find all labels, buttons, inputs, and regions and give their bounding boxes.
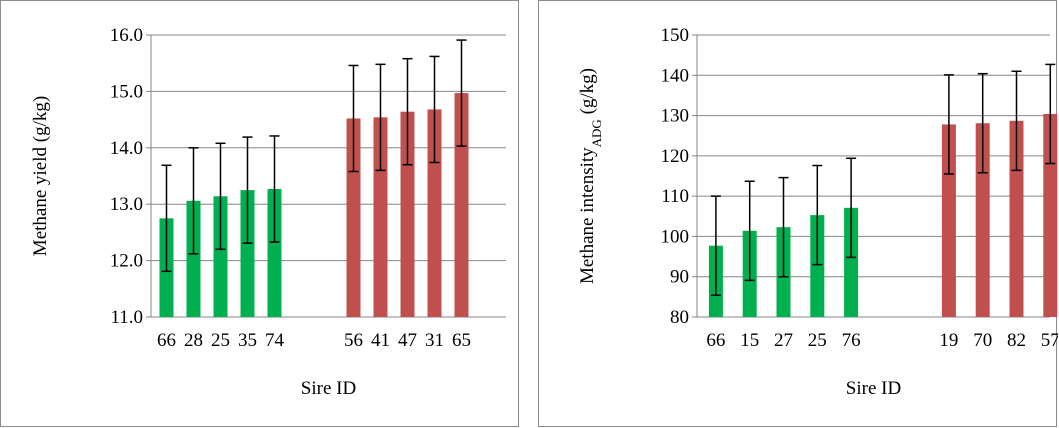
bar (427, 109, 442, 317)
y-tick-label: 110 (661, 186, 689, 207)
x-tick-label: 19 (939, 330, 958, 351)
x-tick-label: 57 (1041, 330, 1058, 351)
error-bar (402, 57, 413, 166)
error-bar (456, 39, 467, 147)
chart-panel-methane-yield: 11.0 12.0 13.0 14.0 15.0 16.0 66 28 25 35 74 56 41 47… (0, 0, 519, 427)
error-bar (375, 63, 386, 172)
error-bar (348, 64, 359, 173)
y-tick-label: 90 (670, 267, 689, 288)
error-bar (744, 180, 755, 282)
chart-panel-methane-intensity: 80 90 100 110 120 130 140 150 66 15 27 25 76 19 70 82 57… (538, 0, 1058, 427)
error-bar (943, 74, 954, 175)
bar (186, 200, 201, 317)
error-bar (188, 147, 199, 255)
bar (454, 93, 469, 317)
y-tick-label: 120 (661, 146, 690, 167)
error-bar (710, 195, 721, 296)
x-tick-label: 56 (344, 330, 363, 351)
methane-intensity-chart: 80 90 100 110 120 130 140 150 66 15 27 25 76 19 70 82 57… (577, 25, 1058, 399)
x-tick-label: 76 (842, 330, 861, 351)
error-bar (1045, 63, 1056, 165)
x-tick-label: 66 (706, 330, 725, 351)
bar (213, 196, 228, 317)
x-tick-label: 15 (740, 330, 759, 351)
y-tick-label: 130 (661, 106, 690, 127)
y-tick-label: 16.0 (110, 25, 143, 46)
error-bar (812, 164, 823, 266)
x-tick-label: 28 (184, 330, 203, 351)
error-bar (242, 136, 253, 244)
bar (346, 118, 361, 317)
bar (975, 123, 990, 318)
error-bar (778, 176, 789, 278)
x-axis-title: Sire ID (301, 378, 356, 399)
x-axis-title: Sire ID (846, 378, 901, 399)
error-bar (429, 55, 440, 164)
x-tick-label: 82 (1007, 330, 1026, 351)
bar (1043, 113, 1058, 318)
bar (240, 190, 255, 317)
x-tick-label: 25 (211, 330, 230, 351)
x-tick-label: 25 (808, 330, 827, 351)
x-tick-label: 66 (157, 330, 176, 351)
bar (400, 111, 415, 317)
y-tick-label: 14.0 (110, 138, 143, 159)
y-tick-label: 100 (661, 226, 690, 247)
y-tick-label: 150 (661, 25, 690, 46)
bar (373, 117, 388, 318)
x-tick-label: 65 (452, 330, 471, 351)
x-tick-label: 47 (398, 330, 417, 351)
x-tick-label: 74 (265, 330, 285, 351)
error-bar (215, 142, 226, 251)
y-axis-title: Methane intensityADG (g/kg) (577, 68, 604, 284)
error-bar (161, 164, 172, 273)
methane-yield-chart: 11.0 12.0 13.0 14.0 15.0 16.0 66 28 25 35 74 56 41 47… (30, 25, 506, 399)
error-bar (269, 135, 280, 243)
y-tick-label: 13.0 (110, 194, 143, 215)
error-bar (846, 157, 857, 259)
x-tick-label: 31 (425, 330, 444, 351)
x-tick-label: 35 (238, 330, 257, 351)
error-bar (977, 72, 988, 174)
y-tick-label: 15.0 (110, 81, 143, 102)
bar (941, 124, 956, 317)
x-tick-label: 41 (371, 330, 390, 351)
bar (844, 207, 859, 317)
error-bar (1011, 70, 1022, 172)
bar (810, 215, 825, 317)
y-tick-label: 12.0 (110, 251, 143, 272)
y-axis-title: Methane yield (g/kg) (30, 96, 51, 256)
y-tick-label: 140 (661, 65, 690, 86)
bar (267, 188, 282, 317)
y-tick-label: 11.0 (110, 307, 143, 328)
x-tick-label: 70 (973, 330, 992, 351)
y-tick-label: 80 (670, 307, 689, 328)
x-tick-label: 27 (774, 330, 793, 351)
